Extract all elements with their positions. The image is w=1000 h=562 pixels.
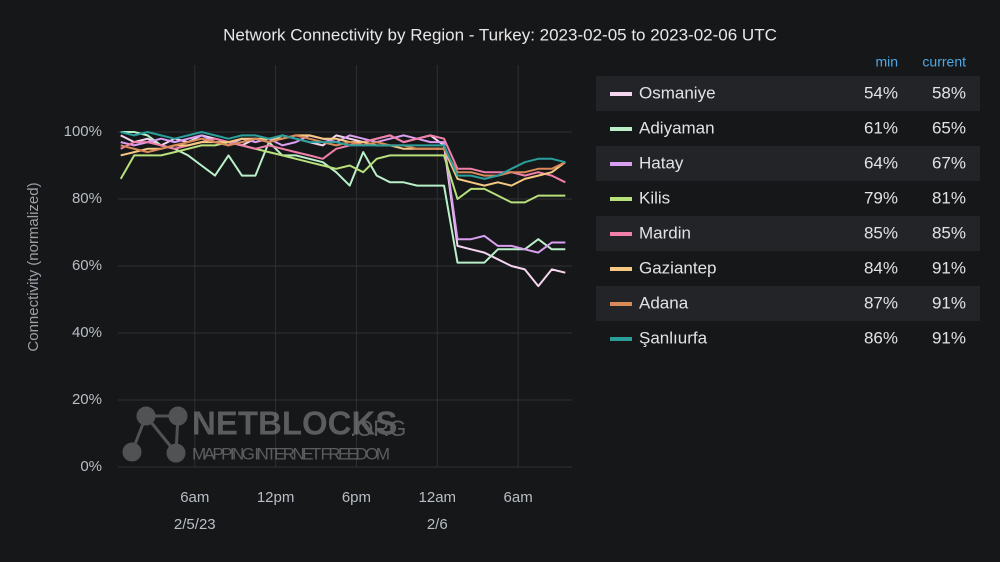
legend-min: 87% xyxy=(864,293,898,312)
y-tick-label: 20% xyxy=(72,391,102,408)
series-line xyxy=(119,141,566,204)
legend-label[interactable]: Osmaniye xyxy=(639,83,716,102)
legend-column-header: min xyxy=(875,54,898,70)
y-tick-label: 100% xyxy=(64,123,102,140)
x-tick-label: 6am xyxy=(504,489,533,506)
chart-title: Network Connectivity by Region - Turkey:… xyxy=(223,25,777,44)
y-axis-label: Connectivity (normalized) xyxy=(25,182,42,351)
legend-column-header: current xyxy=(922,54,966,70)
legend-min: 61% xyxy=(864,118,898,137)
legend-row-background xyxy=(596,146,980,181)
legend-swatch[interactable] xyxy=(610,232,632,236)
legend-row-background xyxy=(596,216,980,251)
legend-swatch[interactable] xyxy=(610,267,632,271)
legend-swatch[interactable] xyxy=(610,92,632,96)
series-line xyxy=(120,134,566,187)
legend-swatch[interactable] xyxy=(610,162,632,166)
legend-current: 81% xyxy=(932,188,966,207)
legend-row-background xyxy=(596,76,980,111)
x-tick-sublabel: 2/5/23 xyxy=(174,516,216,533)
series-line xyxy=(120,131,566,180)
legend-min: 84% xyxy=(864,258,898,277)
legend-current: 58% xyxy=(932,83,966,102)
legend-current: 85% xyxy=(932,223,966,242)
legend-min: 54% xyxy=(864,83,898,102)
legend-label[interactable]: Şanlıurfa xyxy=(639,328,708,347)
legend-current: 91% xyxy=(932,293,966,312)
legend-min: 64% xyxy=(864,153,898,172)
y-tick-label: 0% xyxy=(80,458,102,475)
legend-swatch[interactable] xyxy=(610,127,632,131)
legend-current: 91% xyxy=(932,258,966,277)
legend-min: 79% xyxy=(864,188,898,207)
x-tick-label: 12am xyxy=(419,489,457,506)
x-tick-label: 6am xyxy=(180,489,209,506)
legend-label[interactable]: Kilis xyxy=(639,188,670,207)
x-tick-label: 6pm xyxy=(342,489,371,506)
legend: min current Osmaniye 54% 58% Adiyaman 61% 65% Ha… xyxy=(596,54,980,347)
legend-row-background xyxy=(596,286,980,321)
legend-label[interactable]: Gaziantep xyxy=(639,258,717,277)
legend-current: 91% xyxy=(932,328,966,347)
legend-label[interactable]: Mardin xyxy=(639,223,691,242)
legend-label[interactable]: Hatay xyxy=(639,153,684,172)
legend-current: 65% xyxy=(932,118,966,137)
watermark-logo xyxy=(122,406,188,463)
series-line xyxy=(120,131,566,264)
legend-label[interactable]: Adiyaman xyxy=(639,118,715,137)
watermark-tagline: MAPPING INTERNET FREEDOM xyxy=(192,444,390,463)
legend-min: 85% xyxy=(864,223,898,242)
legend-current: 67% xyxy=(932,153,966,172)
watermark-suffix: .ORG xyxy=(350,416,406,441)
watermark: NETBLOCKS .ORG MAPPING INTERNET FREEDOM xyxy=(122,405,406,463)
legend-swatch[interactable] xyxy=(610,302,632,306)
lines xyxy=(119,131,566,288)
x-tick-label: 12pm xyxy=(257,489,295,506)
legend-swatch[interactable] xyxy=(610,197,632,201)
y-tick-label: 40% xyxy=(72,324,102,341)
grid xyxy=(118,65,572,468)
watermark-title: NETBLOCKS xyxy=(192,405,397,442)
legend-min: 86% xyxy=(864,328,898,347)
y-tick-label: 60% xyxy=(72,257,102,274)
legend-label[interactable]: Adana xyxy=(639,293,689,312)
legend-swatch[interactable] xyxy=(610,337,632,341)
x-tick-sublabel: 2/6 xyxy=(427,516,448,533)
y-tick-label: 80% xyxy=(72,190,102,207)
series-line xyxy=(120,134,566,254)
